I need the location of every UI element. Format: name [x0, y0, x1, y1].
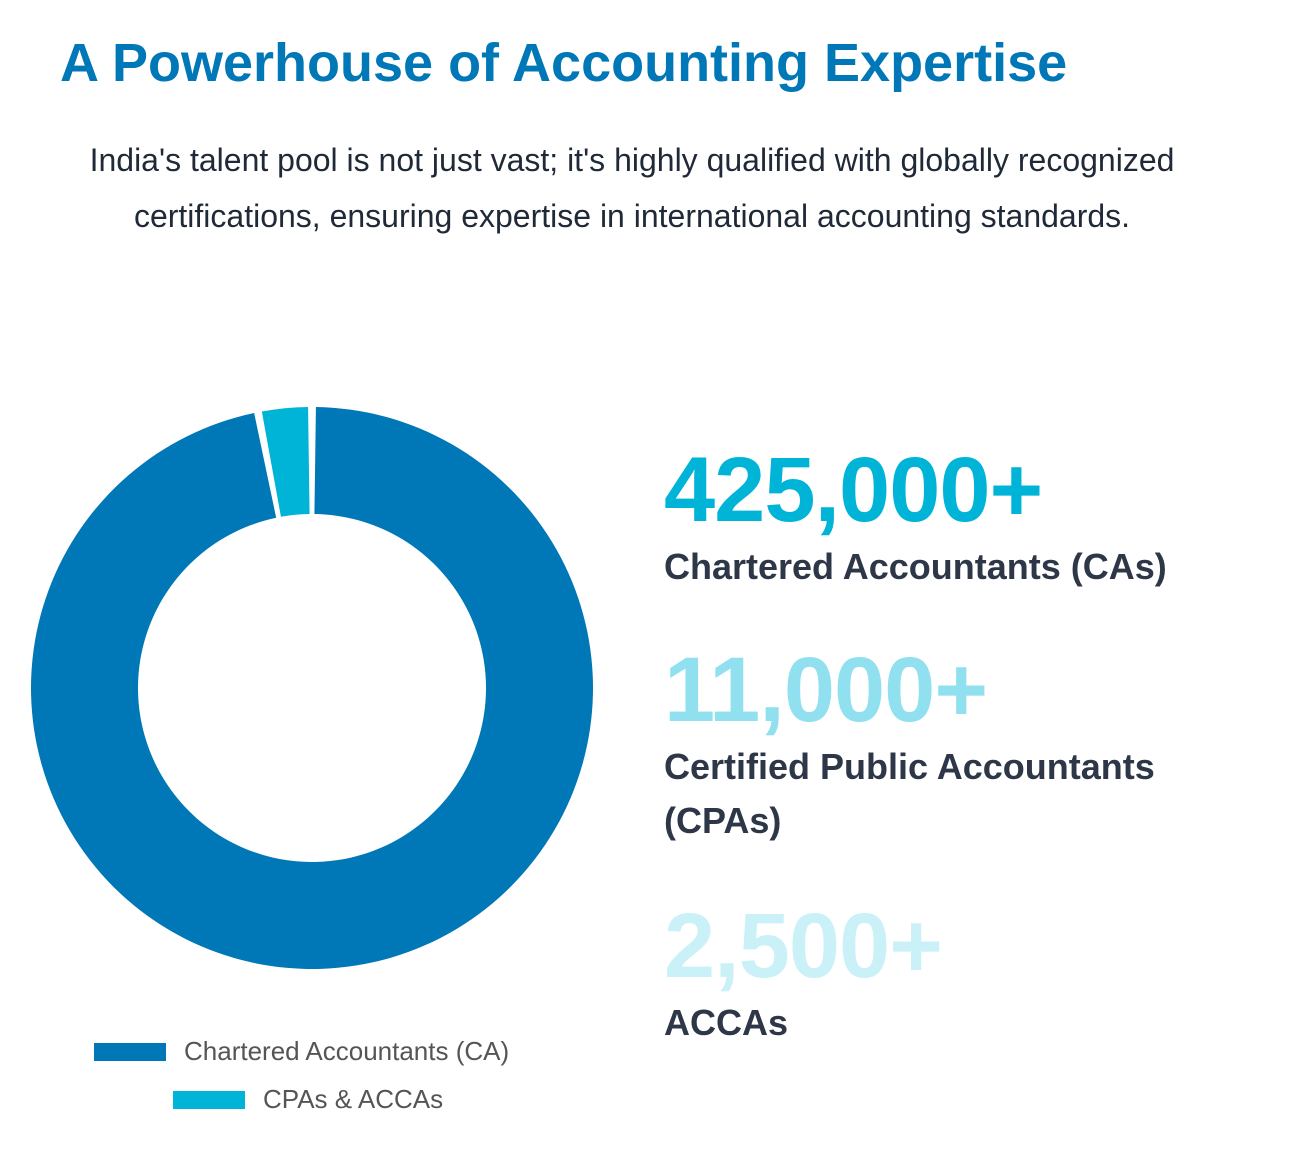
stat-acca: 2,500+ ACCAs [664, 896, 1284, 1050]
doughnut-slice-ca[interactable] [30, 407, 594, 969]
stat-label-acca: ACCAs [664, 1002, 789, 1043]
page-subtitle: India's talent pool is not just vast; it… [89, 142, 1175, 234]
legend-label-ca: Chartered Accountants (CA) [184, 1036, 510, 1066]
legend-item-ca[interactable]: Chartered Accountants (CA) [94, 1036, 509, 1067]
doughnut-chart: Chartered Accountants (CA) CPAs & ACCAs [0, 380, 640, 1140]
stat-value-acca: 2,500+ [664, 895, 943, 997]
doughnut-slice-cpa-acca[interactable] [261, 407, 310, 517]
stat-ca: 425,000+ Chartered Accountants (CAs) [664, 440, 1284, 594]
legend-item-cpa-acca[interactable]: CPAs & ACCAs [173, 1084, 443, 1115]
doughnut-chart-svg [30, 407, 594, 969]
legend-swatch-ca [94, 1042, 166, 1061]
page-title: A Powerhouse of Accounting Expertise [60, 33, 1068, 93]
legend-swatch-cpa-acca [173, 1090, 245, 1109]
stat-label-ca: Chartered Accountants (CAs) [664, 546, 1167, 587]
stat-label-cpa: Certified Public Accountants (CPAs) [664, 746, 1155, 841]
stat-value-ca: 425,000+ [664, 439, 1043, 541]
doughnut-slices [30, 407, 594, 969]
legend-label-cpa-acca: CPAs & ACCAs [263, 1084, 444, 1114]
stat-value-cpa: 11,000+ [664, 639, 988, 741]
stat-cpa: 11,000+ Certified Public Accountants (CP… [664, 640, 1284, 848]
